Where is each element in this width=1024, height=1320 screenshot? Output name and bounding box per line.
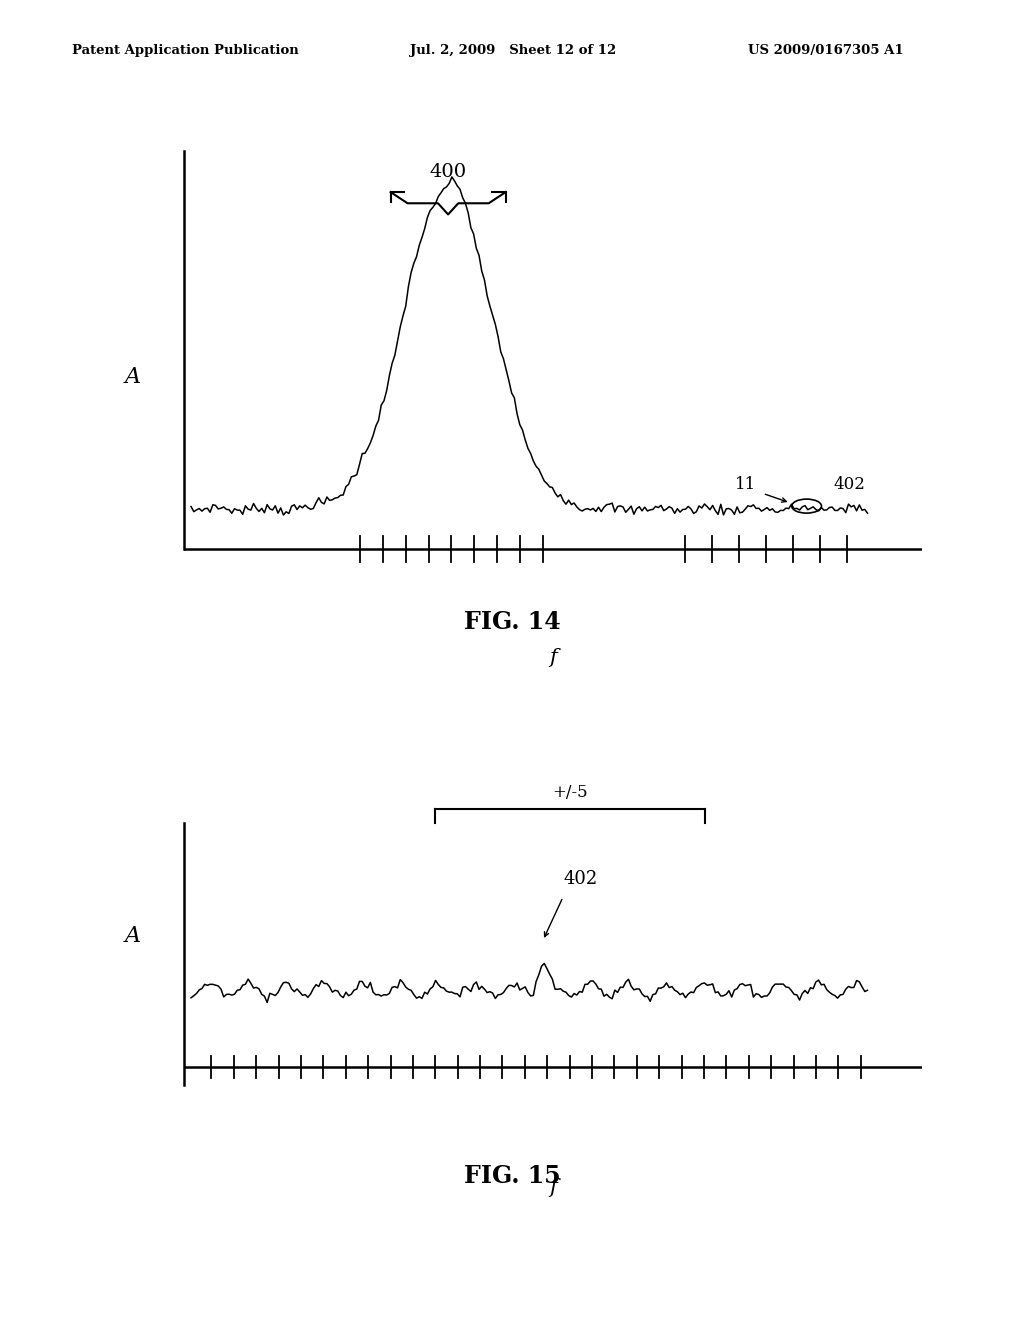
Text: Patent Application Publication: Patent Application Publication — [72, 44, 298, 57]
Text: f: f — [549, 648, 557, 668]
Text: Jul. 2, 2009   Sheet 12 of 12: Jul. 2, 2009 Sheet 12 of 12 — [410, 44, 615, 57]
Text: 400: 400 — [429, 162, 467, 181]
Text: 402: 402 — [834, 477, 865, 494]
Text: FIG. 15: FIG. 15 — [464, 1164, 560, 1188]
Text: +/-5: +/-5 — [552, 784, 588, 801]
Text: A: A — [125, 925, 140, 948]
Text: US 2009/0167305 A1: US 2009/0167305 A1 — [748, 44, 903, 57]
Text: 11: 11 — [734, 477, 756, 494]
Text: A: A — [125, 366, 140, 388]
Text: FIG. 14: FIG. 14 — [464, 610, 560, 634]
Text: f: f — [549, 1177, 557, 1196]
Text: 402: 402 — [563, 870, 597, 888]
